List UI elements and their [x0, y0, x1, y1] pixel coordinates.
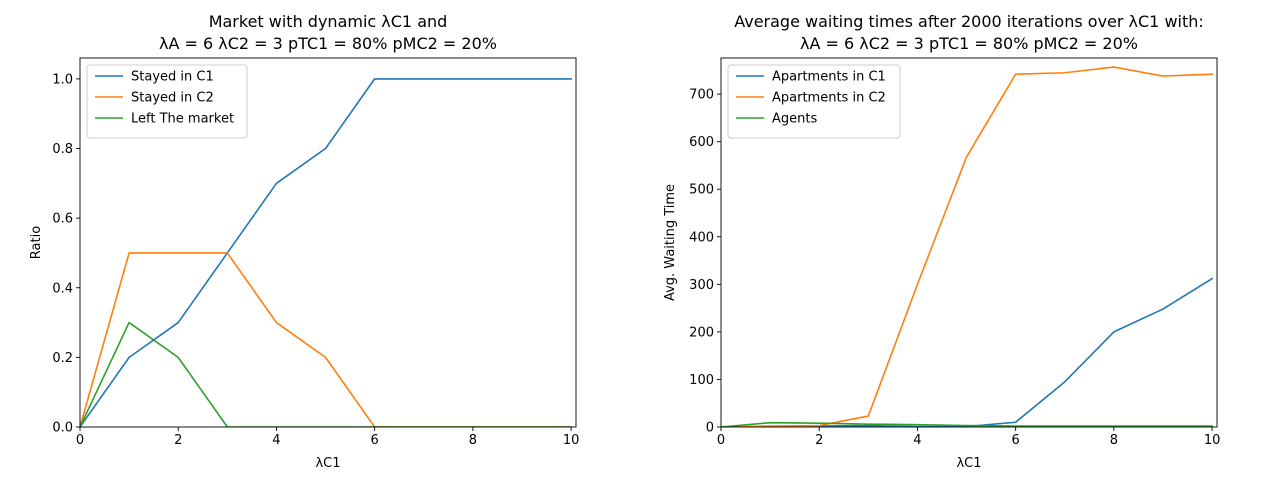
legend: Stayed in C1 Stayed in C2 Left The market — [86, 64, 248, 139]
x-tick-label: 0 — [717, 433, 725, 448]
y-tick-label: 0.2 — [52, 351, 73, 366]
legend-box — [86, 64, 248, 139]
y-tick-label: 400 — [689, 230, 714, 245]
x-tick-label: 0 — [76, 433, 84, 448]
series-line-1 — [80, 78, 572, 427]
y-tick-label: 1.0 — [52, 72, 73, 87]
axes-frame — [79, 57, 577, 428]
y-tick-label: 200 — [689, 325, 714, 340]
legend-label-3: Agents — [772, 112, 817, 127]
series-line-3 — [721, 421, 1213, 427]
y-axis-label: Avg. Waiting Time — [663, 184, 678, 301]
x-axis-label: λC1 — [315, 456, 340, 471]
y-tick-label: 100 — [689, 373, 714, 388]
series-line-1 — [721, 277, 1214, 427]
x-tick-label: 4 — [913, 433, 921, 448]
x-tick-label: 8 — [469, 433, 477, 448]
series-group — [721, 66, 1214, 427]
series-line-3 — [80, 321, 572, 427]
x-axis-label: λC1 — [956, 456, 981, 471]
series-line-2 — [721, 66, 1213, 427]
y-tick-label: 0.0 — [52, 421, 73, 436]
y-tick-label: 0.8 — [52, 142, 73, 157]
legend-label-3: Left The market — [131, 112, 234, 127]
legend-label-2: Stayed in C2 — [131, 91, 214, 106]
x-tick-label: 10 — [563, 433, 580, 448]
legend-label-1: Stayed in C1 — [131, 70, 214, 85]
y-tick-label: 600 — [689, 135, 714, 150]
x-tick-label: 6 — [1012, 433, 1020, 448]
y-tick-label: 700 — [689, 88, 714, 103]
y-tick-label: 500 — [689, 183, 714, 198]
chart-title-line-1: Market with dynamic λC1 and — [209, 12, 448, 31]
y-axis-label: Ratio — [29, 226, 44, 259]
legend-label-1: Apartments in C1 — [772, 70, 886, 85]
y-tick-label: 0 — [706, 421, 714, 436]
chart-title-line-1: Average waiting times after 2000 iterati… — [734, 12, 1204, 31]
legend: Apartments in C1 Apartments in C2 Agents — [727, 64, 901, 139]
chart-title-line-2: λA = 6 λC2 = 3 pTC1 = 80% pMC2 = 20% — [800, 34, 1138, 53]
legend-box — [727, 64, 901, 139]
x-tick-label: 2 — [174, 433, 182, 448]
chart-title-line-2: λA = 6 λC2 = 3 pTC1 = 80% pMC2 = 20% — [159, 34, 497, 53]
series-group — [80, 78, 572, 427]
y-tick-label: 300 — [689, 278, 714, 293]
x-tick-label: 10 — [1204, 433, 1221, 448]
x-tick-label: 6 — [371, 433, 379, 448]
legend-label-2: Apartments in C2 — [772, 91, 886, 106]
x-tick-label: 8 — [1110, 433, 1118, 448]
chart-panel-1: 0 2 4 6 8 10 0.0 0.2 0.4 0.6 0.8 1.0 λC1 Ratio Market … — [29, 12, 579, 471]
y-tick-label: 0.6 — [52, 212, 73, 227]
y-tick-label: 0.4 — [52, 281, 73, 296]
series-line-2 — [80, 252, 572, 427]
axes-frame — [720, 57, 1218, 428]
x-tick-label: 2 — [815, 433, 823, 448]
x-tick-label: 4 — [272, 433, 280, 448]
